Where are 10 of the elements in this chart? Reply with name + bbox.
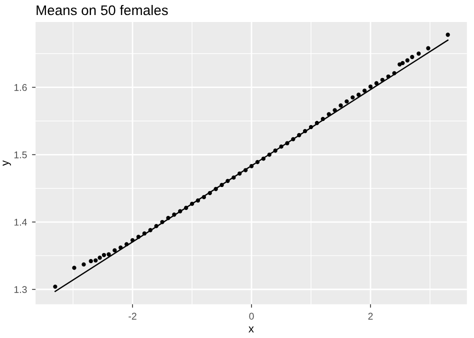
y-tick-label: 1.3 bbox=[14, 286, 27, 293]
x-tick-label: 0 bbox=[249, 312, 254, 320]
x-tick-label: 2 bbox=[368, 312, 373, 320]
y-tick-label: 1.4 bbox=[14, 218, 27, 226]
x-tick-label: -2 bbox=[128, 312, 136, 320]
x-axis-title: x bbox=[248, 326, 254, 332]
y-axis-title: y bbox=[2, 160, 11, 166]
chart-title: Means on 50 females bbox=[36, 4, 168, 16]
y-tick-label: 1.6 bbox=[14, 84, 27, 91]
y-tick-label: 1.5 bbox=[14, 152, 27, 158]
